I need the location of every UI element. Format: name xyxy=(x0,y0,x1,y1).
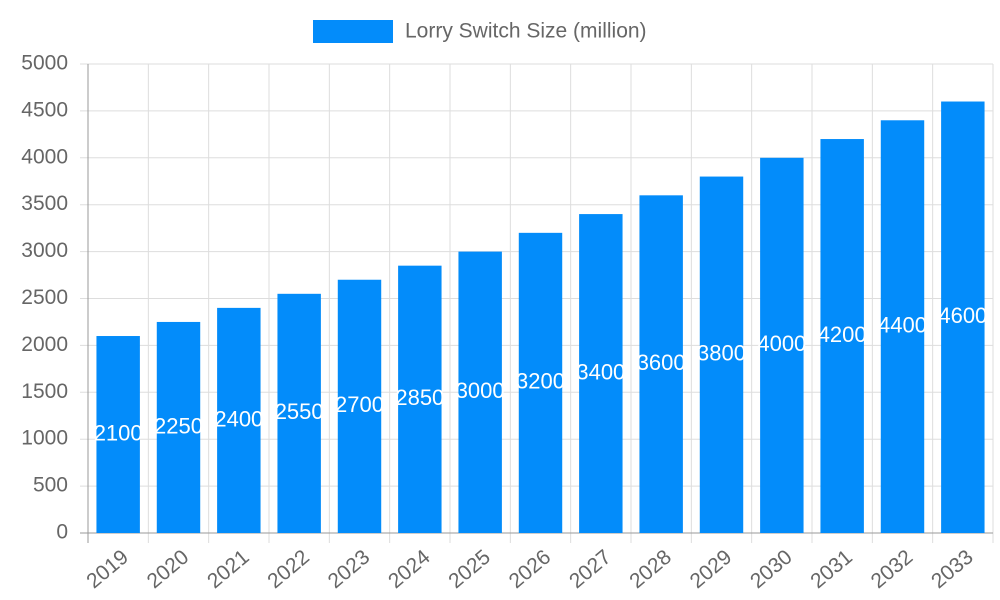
x-tick-label: 2033 xyxy=(927,545,978,593)
data-label: 3000 xyxy=(456,378,505,403)
y-tick-label: 2000 xyxy=(21,333,68,356)
legend-label: Lorry Switch Size (million) xyxy=(405,20,647,43)
data-label: 3200 xyxy=(516,369,565,394)
x-tick-label: 2031 xyxy=(806,545,857,593)
bar xyxy=(156,321,201,533)
legend-swatch xyxy=(313,20,393,43)
data-label: 2550 xyxy=(275,399,324,424)
data-label: 2400 xyxy=(214,406,263,431)
y-tick-label: 500 xyxy=(33,474,68,497)
x-tick-label: 2024 xyxy=(384,545,435,593)
y-tick-label: 0 xyxy=(56,521,68,544)
y-tick-label: 1000 xyxy=(21,427,68,450)
data-label: 4000 xyxy=(757,331,806,356)
x-tick-label: 2027 xyxy=(565,545,616,593)
x-tick-label: 2020 xyxy=(143,545,194,593)
y-tick-label: 3000 xyxy=(21,239,68,262)
bar xyxy=(579,214,623,533)
y-tick-label: 1500 xyxy=(21,380,68,403)
x-tick-label: 2021 xyxy=(203,545,254,593)
bar xyxy=(458,251,502,533)
bar xyxy=(941,101,985,534)
bar xyxy=(760,157,804,534)
y-tick-label: 4500 xyxy=(21,98,68,121)
data-label: 3400 xyxy=(576,359,625,384)
y-tick-label: 3500 xyxy=(21,192,68,215)
bar xyxy=(337,279,382,533)
x-tick-label: 2032 xyxy=(867,545,918,593)
data-label: 2850 xyxy=(395,385,444,410)
data-label: 3600 xyxy=(637,350,686,375)
x-tick-label: 2028 xyxy=(625,545,676,593)
x-tick-label: 2030 xyxy=(746,545,797,593)
bar xyxy=(639,195,683,533)
x-tick-label: 2019 xyxy=(82,545,133,593)
data-label: 4600 xyxy=(938,303,987,328)
y-tick-label: 2500 xyxy=(21,286,68,309)
bar xyxy=(217,307,261,533)
bar xyxy=(880,120,925,533)
x-tick-label: 2029 xyxy=(686,545,737,593)
data-label: 2250 xyxy=(154,413,203,438)
bar xyxy=(96,336,140,533)
y-tick-label: 4000 xyxy=(21,145,68,168)
x-tick-label: 2023 xyxy=(324,545,375,593)
bar xyxy=(699,176,744,533)
x-tick-label: 2025 xyxy=(444,545,495,593)
data-label: 4200 xyxy=(818,322,867,347)
bar xyxy=(398,265,442,533)
bar xyxy=(518,232,563,533)
x-tick-label: 2026 xyxy=(505,545,556,593)
y-tick-label: 5000 xyxy=(21,52,68,75)
data-label: 3800 xyxy=(697,341,746,366)
data-label: 2100 xyxy=(94,420,143,445)
x-tick-label: 2022 xyxy=(263,545,314,593)
data-label: 4400 xyxy=(878,312,927,337)
bar xyxy=(820,139,864,534)
data-label: 2700 xyxy=(335,392,384,417)
bar xyxy=(277,293,321,533)
